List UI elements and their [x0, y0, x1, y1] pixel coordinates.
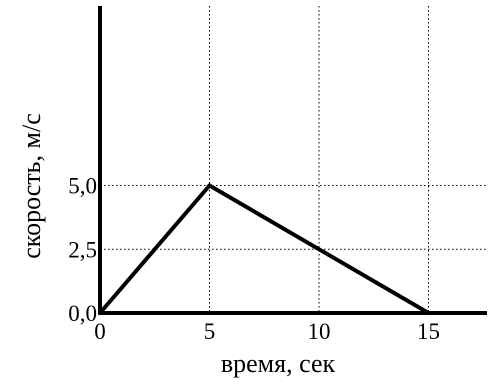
y-tick-label: 2,5: [68, 237, 97, 262]
x-tick-label: 5: [204, 319, 216, 344]
series-vertex: [427, 311, 431, 315]
series-layer: [98, 184, 485, 316]
grid: [100, 6, 487, 313]
series-vertex: [208, 184, 212, 188]
axes: [99, 6, 488, 315]
x-tick-label: 10: [308, 319, 331, 344]
y-tick-label: 0,0: [68, 301, 97, 326]
tick-labels: 0 5 10 150,02,55,0: [68, 174, 440, 345]
y-tick-label: 5,0: [68, 174, 97, 199]
series-vertex: [98, 311, 102, 315]
series-vertex: [481, 311, 485, 315]
series-line-segment: [210, 186, 429, 314]
x-axis-label: время, сек: [221, 349, 336, 378]
y-axis-label: скорость, м/с: [17, 113, 46, 258]
x-tick-label: 15: [417, 319, 440, 344]
